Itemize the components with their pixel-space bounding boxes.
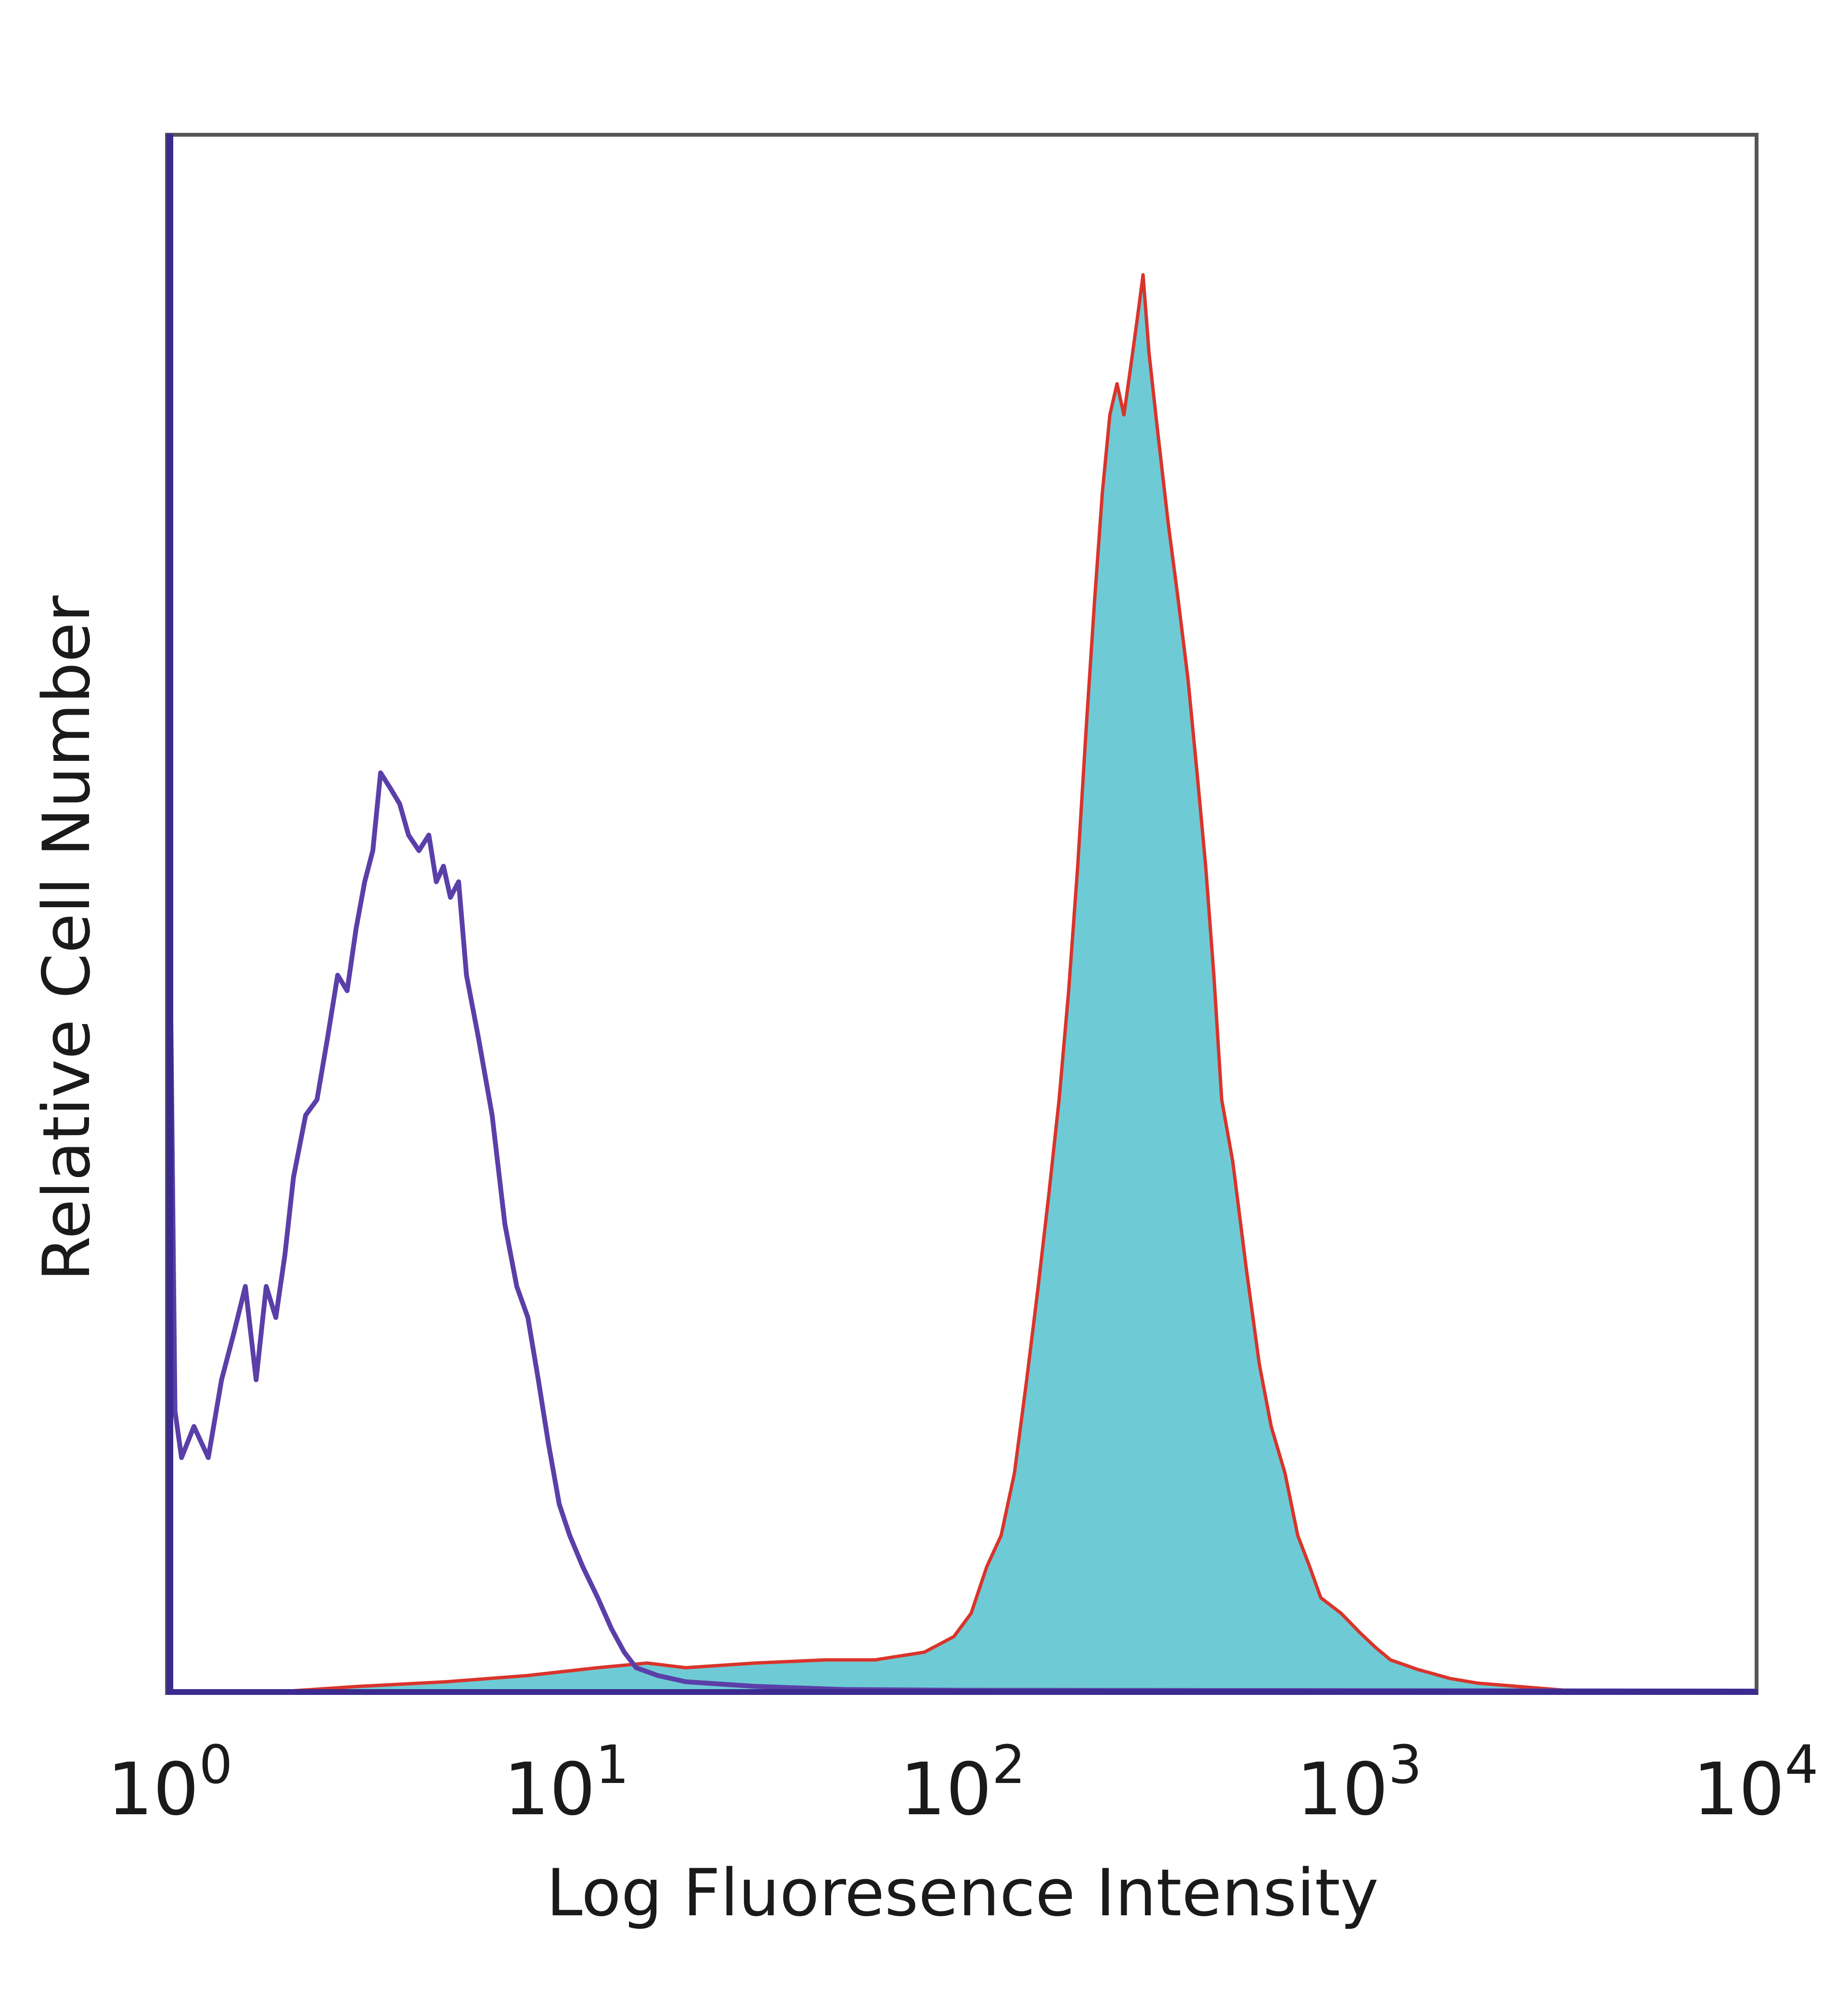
x-tick-labels: 100 101 102 103 104 [107, 1734, 1819, 1832]
series-layer [167, 273, 1758, 1693]
control-histogram [167, 770, 1756, 1693]
x-tick-label: 102 [900, 1734, 1026, 1832]
plot-frame [165, 133, 1758, 1695]
y-axis-title: Relative Cell Number [29, 595, 104, 1281]
x-axis-title: Log Fluoresence Intensity [546, 1855, 1379, 1931]
stained-histogram [168, 273, 1758, 1693]
x-tick-label: 104 [1693, 1734, 1819, 1832]
x-tick-label: 101 [503, 1734, 629, 1832]
x-tick-label: 103 [1296, 1734, 1422, 1832]
x-tick-label: 100 [107, 1734, 233, 1832]
